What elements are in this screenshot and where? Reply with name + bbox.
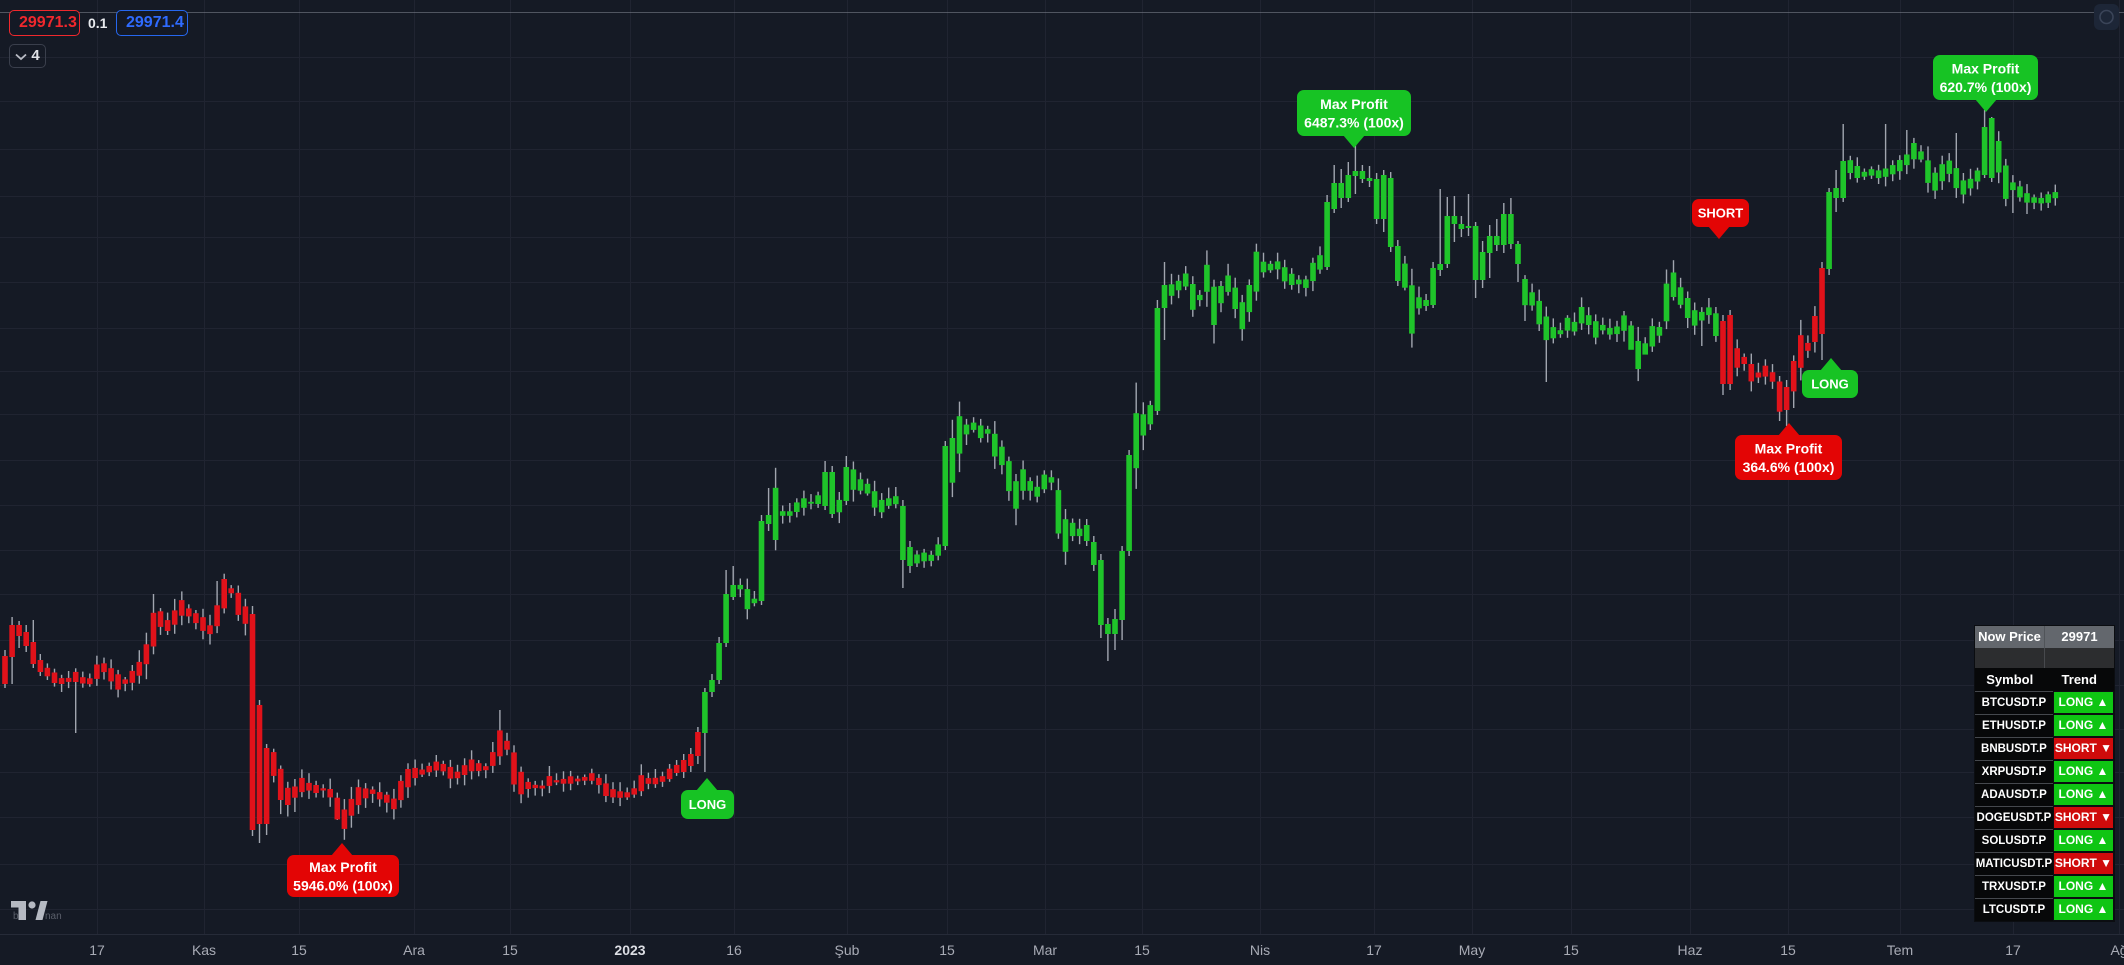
svg-text:Max Profit: Max Profit <box>309 859 377 875</box>
svg-text:b: b <box>13 911 19 922</box>
svg-text:5946.0% (100x): 5946.0% (100x) <box>293 878 393 894</box>
svg-text:SHORT: SHORT <box>1698 206 1744 221</box>
svg-text:Max Profit: Max Profit <box>1755 441 1823 457</box>
svg-text:Max Profit: Max Profit <box>1952 61 2020 77</box>
svg-text:6487.3% (100x): 6487.3% (100x) <box>1304 115 1404 131</box>
svg-text:nan: nan <box>45 911 62 922</box>
svg-text:Max Profit: Max Profit <box>1320 96 1388 112</box>
svg-text:LONG: LONG <box>1811 377 1849 392</box>
svg-text:620.7% (100x): 620.7% (100x) <box>1940 79 2032 95</box>
svg-text:LONG: LONG <box>689 797 727 812</box>
svg-text:364.6% (100x): 364.6% (100x) <box>1743 459 1835 475</box>
